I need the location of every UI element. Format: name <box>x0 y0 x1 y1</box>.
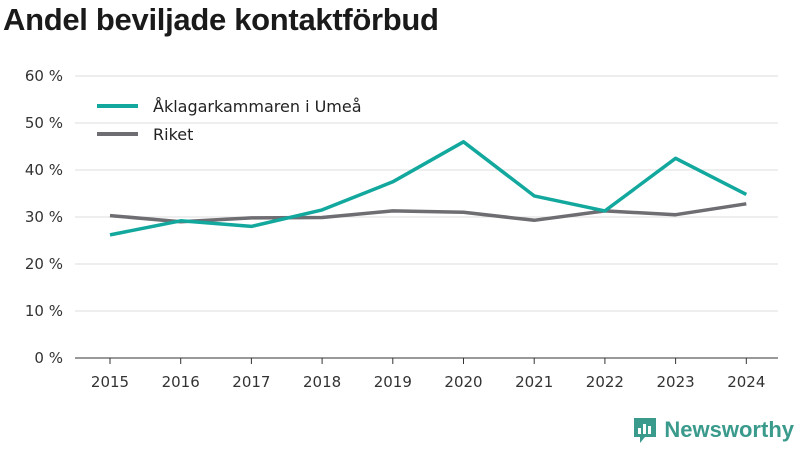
x-tick-label: 2024 <box>727 373 765 391</box>
x-tick-label: 2020 <box>444 373 482 391</box>
x-tick-label: 2016 <box>162 373 200 391</box>
y-tick-label: 10 % <box>25 302 63 320</box>
chart-title: Andel beviljade kontaktförbud <box>3 2 439 37</box>
series-lines <box>109 140 748 237</box>
y-tick-label: 40 % <box>25 161 63 179</box>
x-tick-label: 2015 <box>91 373 129 391</box>
y-axis-ticks: 0 % 10 % 20 % 30 % 40 % 50 % 60 % <box>25 67 63 367</box>
y-tick-label: 30 % <box>25 208 63 226</box>
brand-logo: Newsworthy <box>632 416 794 444</box>
brand-name: Newsworthy <box>664 417 794 442</box>
x-tick-label: 2023 <box>657 373 695 391</box>
y-tick-label: 50 % <box>25 114 63 132</box>
gridlines <box>75 75 778 312</box>
y-tick-label: 20 % <box>25 255 63 273</box>
series-line-riket <box>109 202 747 224</box>
x-tick-label: 2021 <box>515 373 553 391</box>
bar-chart-logo-icon <box>634 418 657 443</box>
y-tick-label: 60 % <box>25 67 63 85</box>
x-tick-label: 2019 <box>374 373 412 391</box>
legend: Åklagarkammaren i Umeå Riket <box>97 97 362 144</box>
y-tick-label: 0 % <box>34 349 63 367</box>
series-line-åklagarkammaren-i-umeå <box>109 140 748 237</box>
x-tick-label: 2017 <box>232 373 270 391</box>
legend-label: Åklagarkammaren i Umeå <box>153 97 362 116</box>
x-tick-label: 2022 <box>586 373 624 391</box>
x-tick-label: 2018 <box>303 373 341 391</box>
legend-label: Riket <box>153 125 193 144</box>
x-axis: 2015 2016 2017 2018 2019 2020 2021 2022 2023 2024 <box>75 357 778 391</box>
